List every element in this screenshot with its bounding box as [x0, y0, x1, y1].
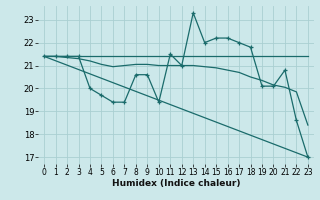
X-axis label: Humidex (Indice chaleur): Humidex (Indice chaleur) [112, 179, 240, 188]
